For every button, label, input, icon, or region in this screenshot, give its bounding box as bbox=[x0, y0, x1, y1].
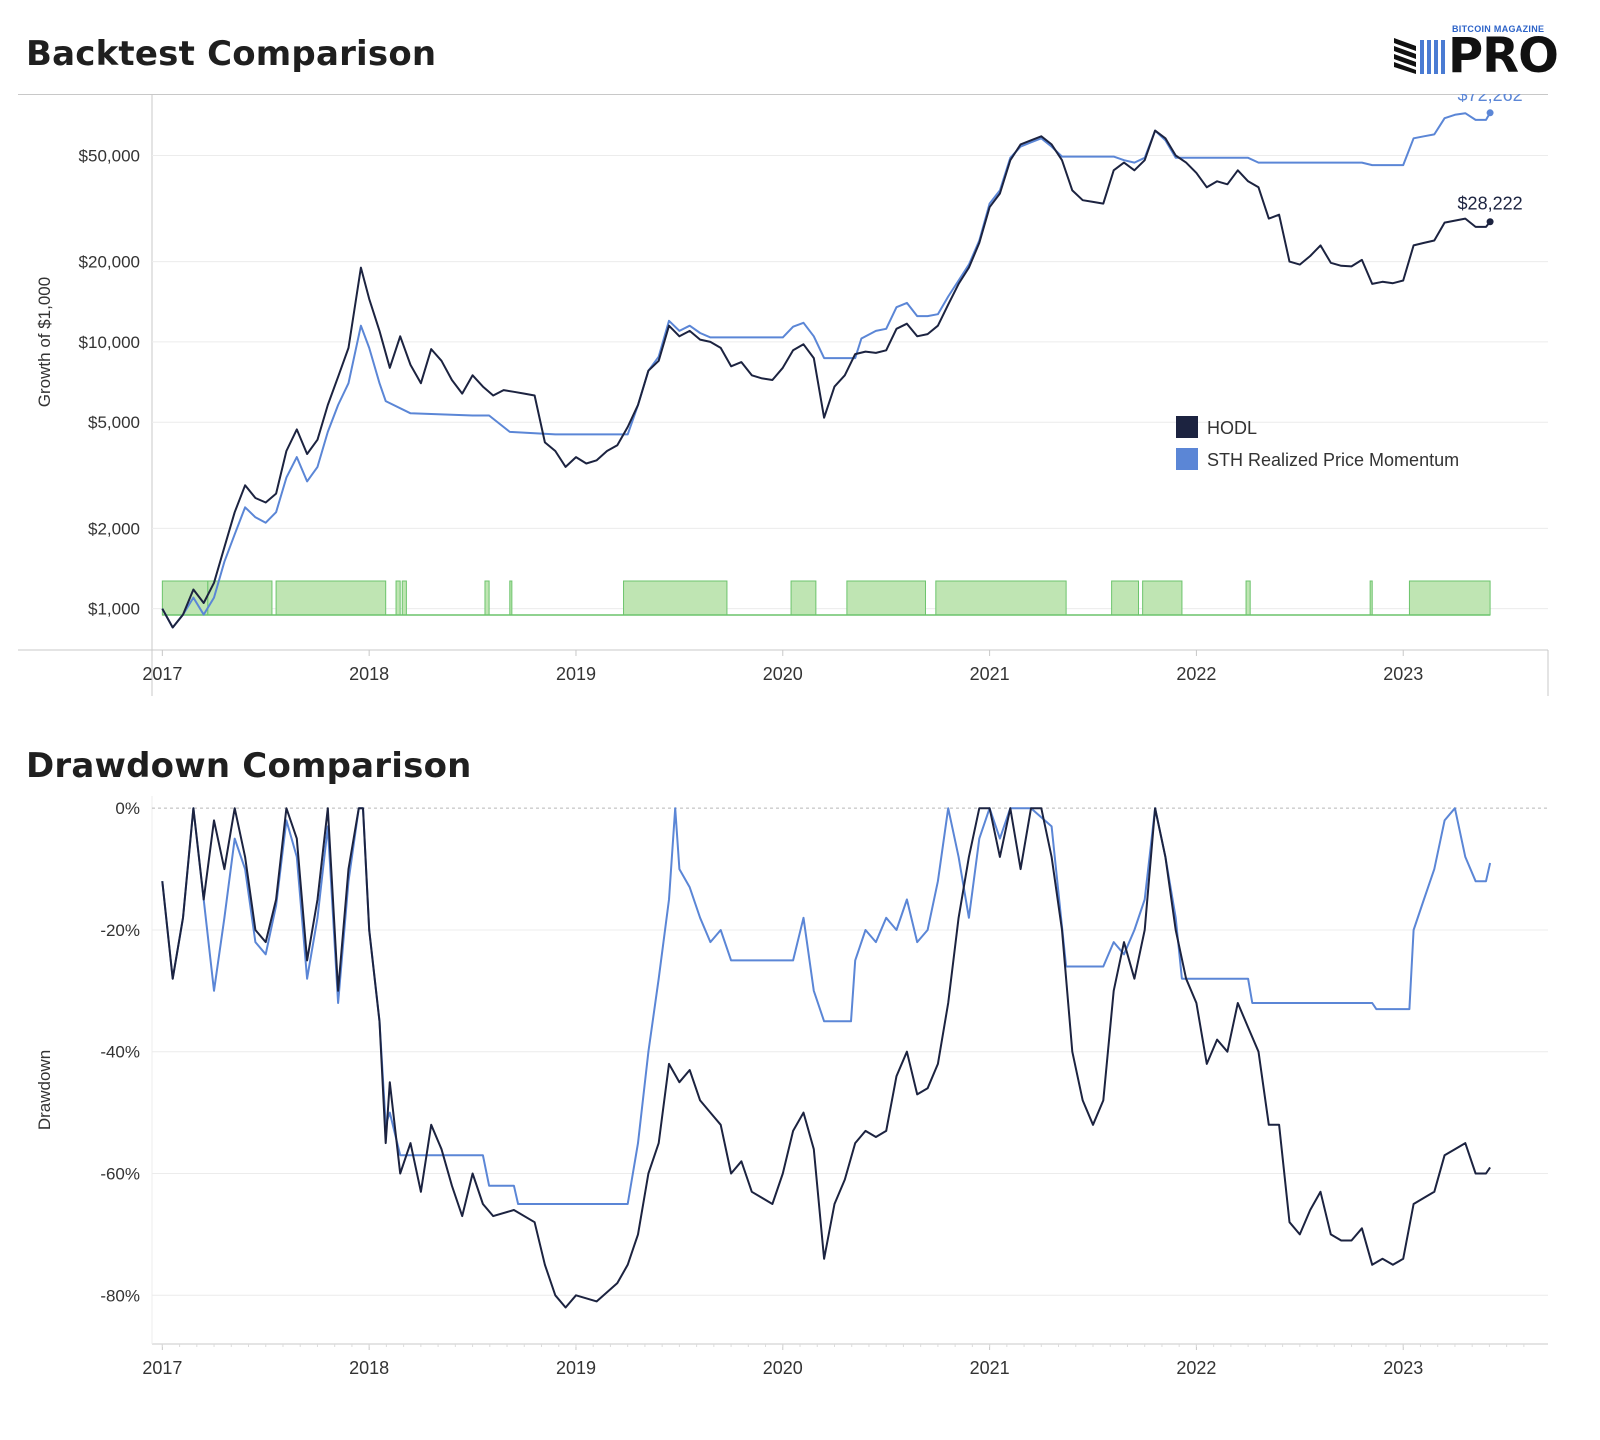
drawdown-chart-title: Drawdown Comparison bbox=[26, 746, 472, 786]
series-end-label: $72,262 bbox=[1458, 94, 1523, 105]
y-tick-label: $2,000 bbox=[88, 519, 140, 538]
legend-label: HODL bbox=[1207, 418, 1257, 438]
y-tick-label: $50,000 bbox=[79, 146, 140, 165]
x-tick-label: 2020 bbox=[763, 664, 803, 684]
x-tick-label: 2021 bbox=[970, 664, 1010, 684]
y-tick-label: -60% bbox=[100, 1165, 140, 1184]
x-tick-label: 2023 bbox=[1383, 664, 1423, 684]
y-axis-title: Growth of $1,000 bbox=[35, 277, 54, 407]
y-tick-label: -20% bbox=[100, 921, 140, 940]
signal-period bbox=[275, 580, 387, 616]
logo-mark-icon bbox=[1394, 38, 1445, 74]
signal-period bbox=[1245, 580, 1251, 616]
legend-swatch bbox=[1176, 416, 1198, 438]
x-tick-label: 2022 bbox=[1176, 1358, 1216, 1378]
y-tick-label: -40% bbox=[100, 1043, 140, 1062]
signal-period bbox=[509, 580, 513, 616]
backtest-chart-title: Backtest Comparison bbox=[26, 34, 437, 74]
x-tick-label: 2019 bbox=[556, 664, 596, 684]
x-tick-label: 2018 bbox=[349, 1358, 389, 1378]
y-tick-label: -80% bbox=[100, 1286, 140, 1305]
legend-label: STH Realized Price Momentum bbox=[1207, 450, 1459, 470]
y-axis-title: Drawdown bbox=[35, 1050, 54, 1130]
signal-period bbox=[484, 580, 490, 616]
signal-period bbox=[846, 580, 926, 616]
series-line-hodl bbox=[161, 129, 1491, 629]
x-tick-label: 2022 bbox=[1176, 664, 1216, 684]
series-line-sth-realized-price-momentum bbox=[161, 807, 1492, 1205]
series-end-marker bbox=[1486, 109, 1494, 117]
y-tick-label: $20,000 bbox=[79, 253, 140, 272]
bitcoin-magazine-pro-logo: BITCOIN MAGAZINE PRO bbox=[1390, 24, 1570, 84]
signal-period bbox=[395, 580, 401, 616]
series-line-hodl bbox=[161, 807, 1491, 1309]
series-end-marker bbox=[1486, 218, 1494, 226]
signal-period bbox=[1142, 580, 1183, 616]
y-tick-label: $1,000 bbox=[88, 600, 140, 619]
series-line-sth-realized-price-momentum bbox=[161, 112, 1491, 629]
signal-period bbox=[935, 580, 1067, 616]
y-tick-label: 0% bbox=[115, 799, 140, 818]
x-tick-label: 2019 bbox=[556, 1358, 596, 1378]
signal-period bbox=[401, 580, 407, 616]
x-tick-label: 2021 bbox=[970, 1358, 1010, 1378]
x-tick-label: 2020 bbox=[763, 1358, 803, 1378]
x-tick-label: 2017 bbox=[142, 1358, 182, 1378]
backtest-chart: $1,000 $2,000 $5,000 $10,000 $20,000 $50,000 G… bbox=[18, 94, 1549, 696]
logo-small-text: BITCOIN MAGAZINE bbox=[1452, 24, 1545, 34]
y-tick-label: $10,000 bbox=[79, 333, 140, 352]
logo-text: PRO bbox=[1448, 28, 1559, 84]
legend-swatch bbox=[1176, 448, 1198, 470]
signal-period bbox=[1369, 580, 1373, 616]
drawdown-chart: 0% -20% -40% -60% -80% Drawdown 2017 2018 2019 20… bbox=[35, 796, 1548, 1378]
signal-period bbox=[1111, 580, 1140, 616]
x-tick-label: 2023 bbox=[1383, 1358, 1423, 1378]
signal-period bbox=[623, 580, 728, 616]
signal-period bbox=[207, 580, 273, 616]
x-tick-label: 2017 bbox=[142, 664, 182, 684]
signal-period bbox=[790, 580, 817, 616]
x-tick-label: 2018 bbox=[349, 664, 389, 684]
series-end-label: $28,222 bbox=[1458, 194, 1523, 214]
signal-period bbox=[1408, 580, 1491, 616]
y-tick-label: $5,000 bbox=[88, 413, 140, 432]
